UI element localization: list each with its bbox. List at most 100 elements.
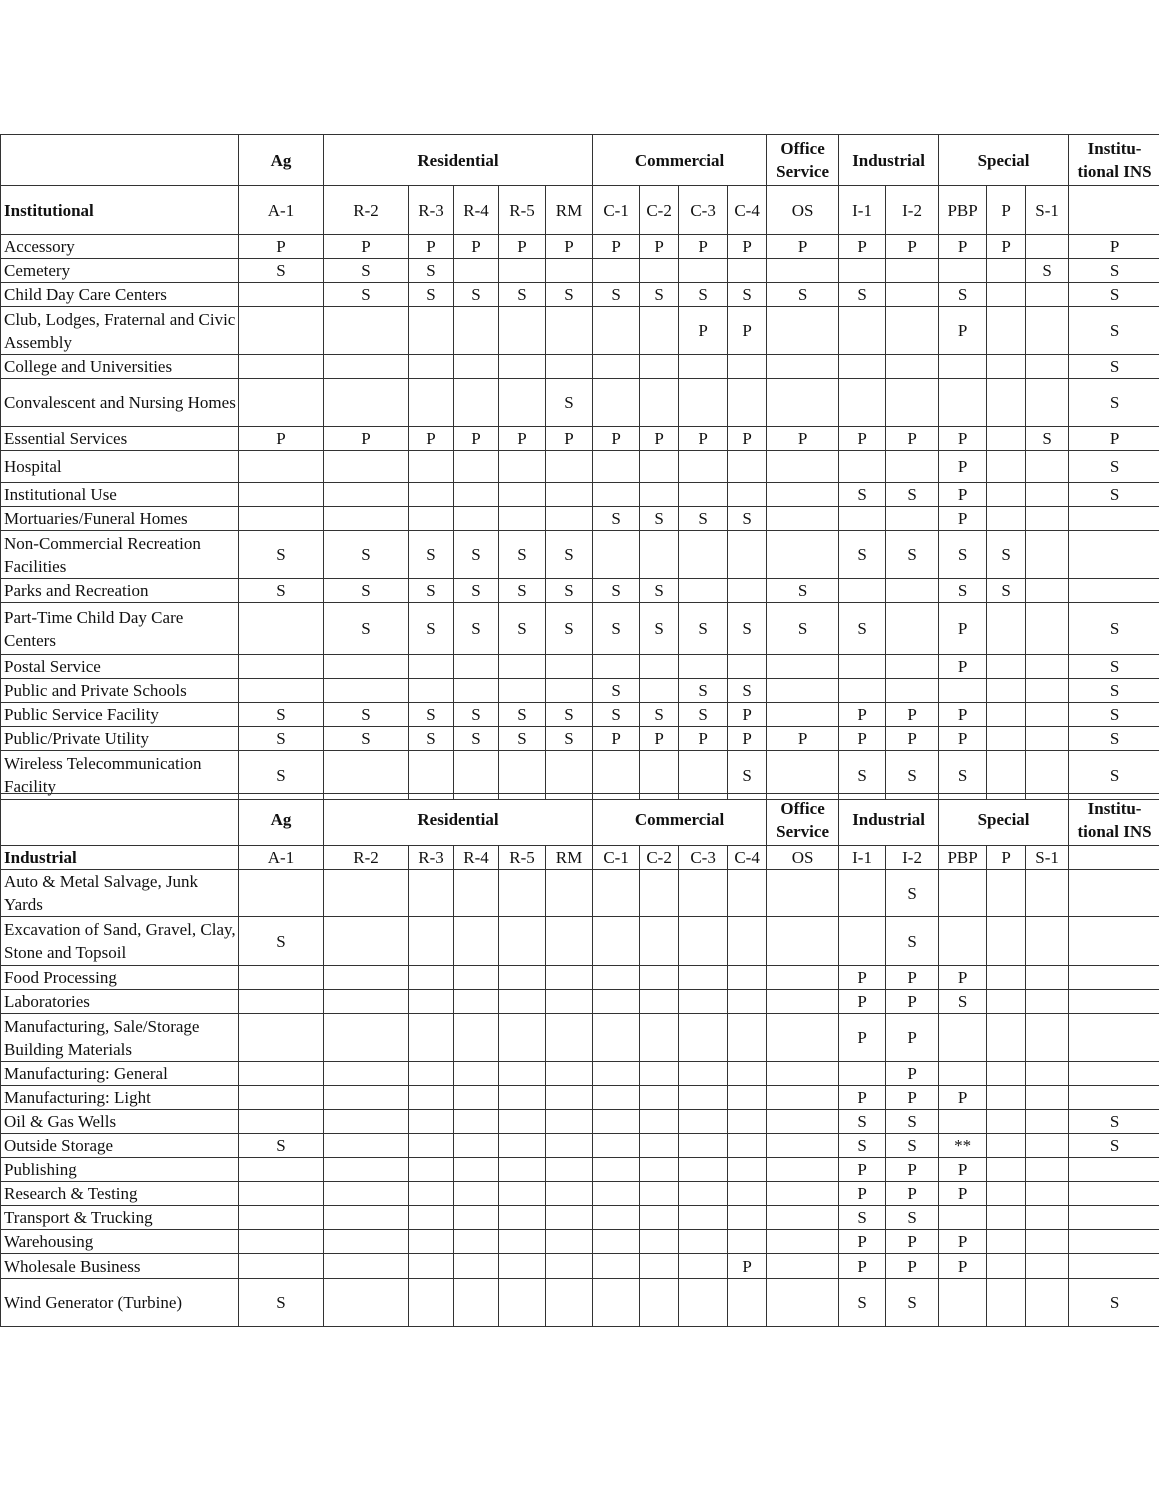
- district-group-header: Institu-tional INS: [1068, 793, 1159, 846]
- permission-cell: [639, 1278, 680, 1327]
- permission-cell: [766, 989, 840, 1014]
- use-label: Part-Time Child Day Care Centers: [0, 602, 239, 655]
- permission-cell: S: [323, 602, 409, 655]
- permission-cell: [986, 726, 1027, 751]
- table-row: Publishing P P P: [0, 1157, 1159, 1182]
- permission-cell: S: [766, 602, 840, 655]
- permission-cell: [498, 1061, 546, 1086]
- permission-cell: [639, 1181, 680, 1206]
- permission-cell: [885, 678, 940, 703]
- permission-cell: S: [408, 602, 454, 655]
- permission-cell: S: [1068, 750, 1159, 800]
- permission-cell: [592, 869, 641, 917]
- permission-cell: S: [323, 726, 409, 751]
- permission-cell: [766, 1013, 840, 1062]
- permission-cell: [592, 1061, 641, 1086]
- permission-cell: [766, 1109, 840, 1134]
- permission-cell: [544, 1181, 594, 1206]
- permission-cell: S: [678, 282, 729, 307]
- permission-cell: S: [1068, 1133, 1159, 1158]
- permission-cell: P: [1068, 234, 1159, 259]
- permission-cell: S: [838, 1205, 887, 1230]
- permission-cell: [453, 654, 499, 679]
- use-label: Public and Private Schools: [0, 678, 239, 703]
- table-row: Public and Private Schools S S S S: [0, 678, 1159, 703]
- permission-cell: P: [544, 234, 594, 259]
- permission-cell: S: [408, 530, 454, 579]
- permission-cell: [453, 1253, 499, 1279]
- permission-cell: [986, 916, 1027, 966]
- permission-cell: S: [498, 578, 546, 603]
- permission-cell: [544, 1109, 594, 1134]
- permission-cell: [323, 989, 409, 1014]
- permission-cell: [727, 378, 768, 427]
- permission-cell: [408, 1061, 454, 1086]
- permission-cell: [544, 1013, 594, 1062]
- permission-cell: **: [938, 1133, 988, 1158]
- district-code-header: I-2: [885, 185, 940, 235]
- permission-cell: [766, 965, 840, 990]
- permission-cell: P: [838, 989, 887, 1014]
- permission-cell: [639, 1253, 680, 1279]
- permission-cell: [838, 506, 887, 531]
- table-row: Outside Storage S S S ** S: [0, 1133, 1159, 1158]
- permission-cell: S: [986, 530, 1027, 579]
- permission-cell: P: [678, 234, 729, 259]
- permission-cell: [639, 354, 680, 379]
- permission-cell: P: [678, 306, 729, 355]
- permission-cell: [238, 1013, 324, 1062]
- district-code-header: [1068, 845, 1159, 870]
- group-header-row: Ag Residential Commercial Office Service Ind…: [0, 793, 1159, 846]
- permission-cell: [766, 450, 840, 483]
- permission-cell: P: [885, 426, 940, 451]
- permission-cell: [639, 1109, 680, 1134]
- permission-cell: [938, 1061, 988, 1086]
- district-group-header: Ag: [238, 134, 324, 186]
- table-row: Postal Service P S: [0, 654, 1159, 679]
- permission-cell: S: [408, 726, 454, 751]
- permission-cell: P: [885, 1229, 940, 1254]
- permission-cell: [1025, 530, 1070, 579]
- permission-cell: P: [938, 1157, 988, 1182]
- permission-cell: S: [592, 506, 641, 531]
- permission-cell: [727, 450, 768, 483]
- district-group-header: Residential: [322, 134, 594, 186]
- permission-cell: S: [766, 282, 840, 307]
- permission-cell: S: [323, 282, 409, 307]
- permission-cell: [727, 916, 768, 966]
- permission-cell: P: [766, 234, 840, 259]
- permission-cell: [838, 578, 887, 603]
- permission-cell: [544, 354, 594, 379]
- permission-cell: [592, 1109, 641, 1134]
- permission-cell: [498, 482, 546, 507]
- table-row: Wind Generator (Turbine) S S S S: [0, 1278, 1159, 1327]
- permission-cell: P: [938, 965, 988, 990]
- permission-cell: S: [838, 482, 887, 507]
- permission-cell: [544, 869, 594, 917]
- permission-cell: S: [238, 916, 324, 966]
- permission-cell: S: [323, 702, 409, 727]
- use-label: College and Universities: [0, 354, 239, 379]
- permission-cell: [766, 916, 840, 966]
- permission-cell: [544, 1157, 594, 1182]
- permission-cell: [639, 869, 680, 917]
- permission-cell: [408, 1085, 454, 1110]
- permission-cell: P: [938, 450, 988, 483]
- use-label: Manufacturing: General: [0, 1061, 239, 1086]
- permission-cell: P: [885, 1253, 940, 1279]
- permission-cell: [838, 678, 887, 703]
- use-label: Club, Lodges, Fraternal and Civic Assemb…: [0, 306, 239, 355]
- permission-cell: S: [408, 578, 454, 603]
- permission-cell: [323, 1205, 409, 1230]
- institutional-use-table: Ag Residential Commercial Office Service Ind…: [0, 134, 1159, 800]
- permission-cell: S: [238, 530, 324, 579]
- permission-cell: P: [938, 482, 988, 507]
- permission-cell: S: [639, 702, 680, 727]
- permission-cell: [885, 654, 940, 679]
- permission-cell: [639, 482, 680, 507]
- permission-cell: [592, 1013, 641, 1062]
- permission-cell: S: [498, 702, 546, 727]
- permission-cell: [986, 1278, 1027, 1327]
- permission-cell: [838, 869, 887, 917]
- permission-cell: [986, 750, 1027, 800]
